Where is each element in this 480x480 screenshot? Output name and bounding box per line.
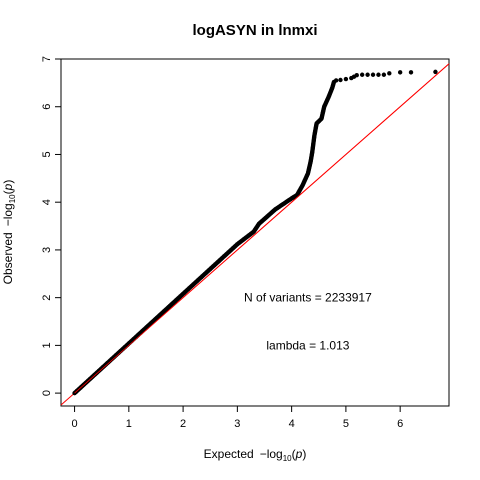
data-point [376, 72, 381, 77]
data-point [370, 72, 376, 77]
x-axis-label: Expected −log10(p) [204, 447, 307, 463]
y-axis-label: Observed−log10(p) [1, 180, 17, 285]
y-tick-label: 5 [41, 151, 53, 157]
y-tick-label: 2 [41, 295, 53, 301]
data-point [387, 71, 392, 76]
data-point [397, 70, 403, 75]
y-tick-label: 1 [41, 342, 53, 348]
y-tick-label: 7 [41, 56, 53, 62]
data-point [433, 69, 438, 75]
lambda-label: lambda = 1.013 [266, 338, 349, 352]
x-axis: 0 1 2 3 4 5 6 [72, 405, 403, 430]
x-tick-label: 1 [126, 418, 132, 430]
data-point [408, 70, 414, 75]
y-tick-label: 0 [41, 390, 53, 396]
x-tick-label: 3 [234, 418, 240, 430]
variants-count-label: N of variants = 2233917 [244, 291, 372, 305]
reference-line-overlay [74, 63, 450, 394]
y-axis: 0 1 2 3 4 5 6 7 [41, 56, 62, 396]
data-point [365, 72, 370, 77]
data-point [333, 78, 339, 83]
x-tick-label: 5 [343, 418, 349, 430]
x-tick-label: 6 [397, 418, 403, 430]
x-tick-label: 2 [180, 418, 186, 430]
annotations: N of variants = 2233917 lambda = 1.013 [244, 291, 372, 353]
data-point [343, 76, 349, 82]
data-point [338, 77, 343, 83]
y-tick-label: 3 [41, 247, 53, 253]
data-point [359, 72, 365, 77]
x-tick-label: 4 [289, 418, 295, 430]
data-point [381, 72, 387, 77]
x-tick-label: 0 [72, 418, 78, 430]
data-point [354, 73, 359, 78]
chart-title: logASYN in lnmxi [192, 22, 317, 39]
y-tick-label: 4 [41, 199, 53, 205]
y-tick-label: 6 [41, 104, 53, 110]
data-points [72, 63, 450, 396]
